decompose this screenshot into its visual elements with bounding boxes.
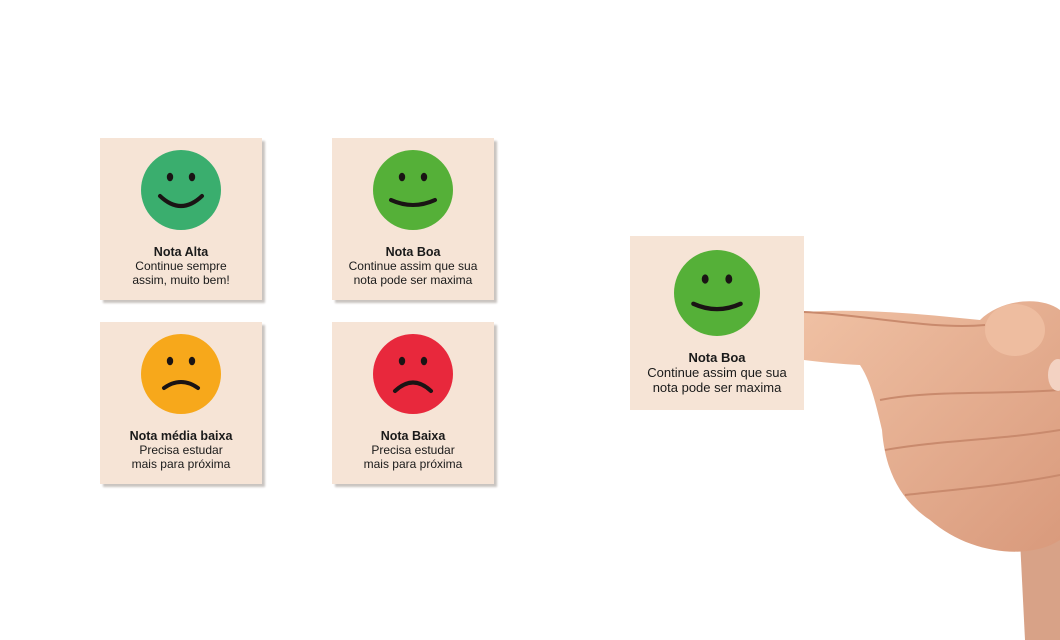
mouth — [393, 380, 433, 393]
sad-face-icon — [373, 334, 453, 414]
face-circle — [373, 150, 453, 230]
mouth — [162, 380, 200, 390]
smiley-face-icon — [141, 150, 221, 230]
card-message-line: Continue assim que sua — [348, 259, 478, 273]
card-message-line: assim, muito bem! — [132, 273, 230, 287]
card-message-line: Precisa estudar — [139, 443, 223, 457]
grade-card: Nota Boa Continue assim que sua nota pod… — [332, 138, 494, 300]
face-circle — [373, 334, 453, 414]
mouth — [158, 194, 204, 208]
smiley-face-icon — [674, 250, 760, 336]
card-title: Nota média baixa — [129, 429, 233, 443]
grade-card: Nota média baixa Precisa estudar mais pa… — [100, 322, 262, 484]
card-title: Nota Boa — [688, 350, 746, 365]
left-eye — [701, 274, 709, 284]
right-eye — [725, 274, 733, 284]
right-eye — [188, 356, 196, 366]
pointing-hand-image — [803, 301, 1060, 640]
mouth — [389, 198, 437, 207]
right-eye — [420, 172, 428, 182]
card-message-line: Precisa estudar — [371, 443, 455, 457]
face-circle — [674, 250, 760, 336]
right-eye — [188, 172, 196, 182]
card-title: Nota Boa — [385, 245, 441, 259]
left-eye — [398, 356, 406, 366]
smiley-face-icon — [373, 150, 453, 230]
left-eye — [166, 172, 174, 182]
card-message-line: mais para próxima — [131, 457, 231, 471]
card-message-line: mais para próxima — [363, 457, 463, 471]
left-eye — [398, 172, 406, 182]
left-eye — [166, 356, 174, 366]
sad-face-icon — [141, 334, 221, 414]
mouth — [691, 301, 743, 312]
featured-card: Nota Boa Continue assim que sua nota pod… — [630, 236, 804, 410]
grade-card: Nota Alta Continue sempre assim, muito b… — [100, 138, 262, 300]
card-message-line: Continue sempre — [135, 259, 227, 273]
card-title: Nota Alta — [153, 245, 209, 259]
right-eye — [420, 356, 428, 366]
card-message-line: nota pode ser maxima — [353, 273, 473, 287]
card-message-line: nota pode ser maxima — [652, 380, 782, 395]
face-circle — [141, 150, 221, 230]
card-message-line: Continue assim que sua — [647, 365, 787, 380]
card-title: Nota Baixa — [380, 429, 446, 443]
grade-card: Nota Baixa Precisa estudar mais para pró… — [332, 322, 494, 484]
face-circle — [141, 334, 221, 414]
